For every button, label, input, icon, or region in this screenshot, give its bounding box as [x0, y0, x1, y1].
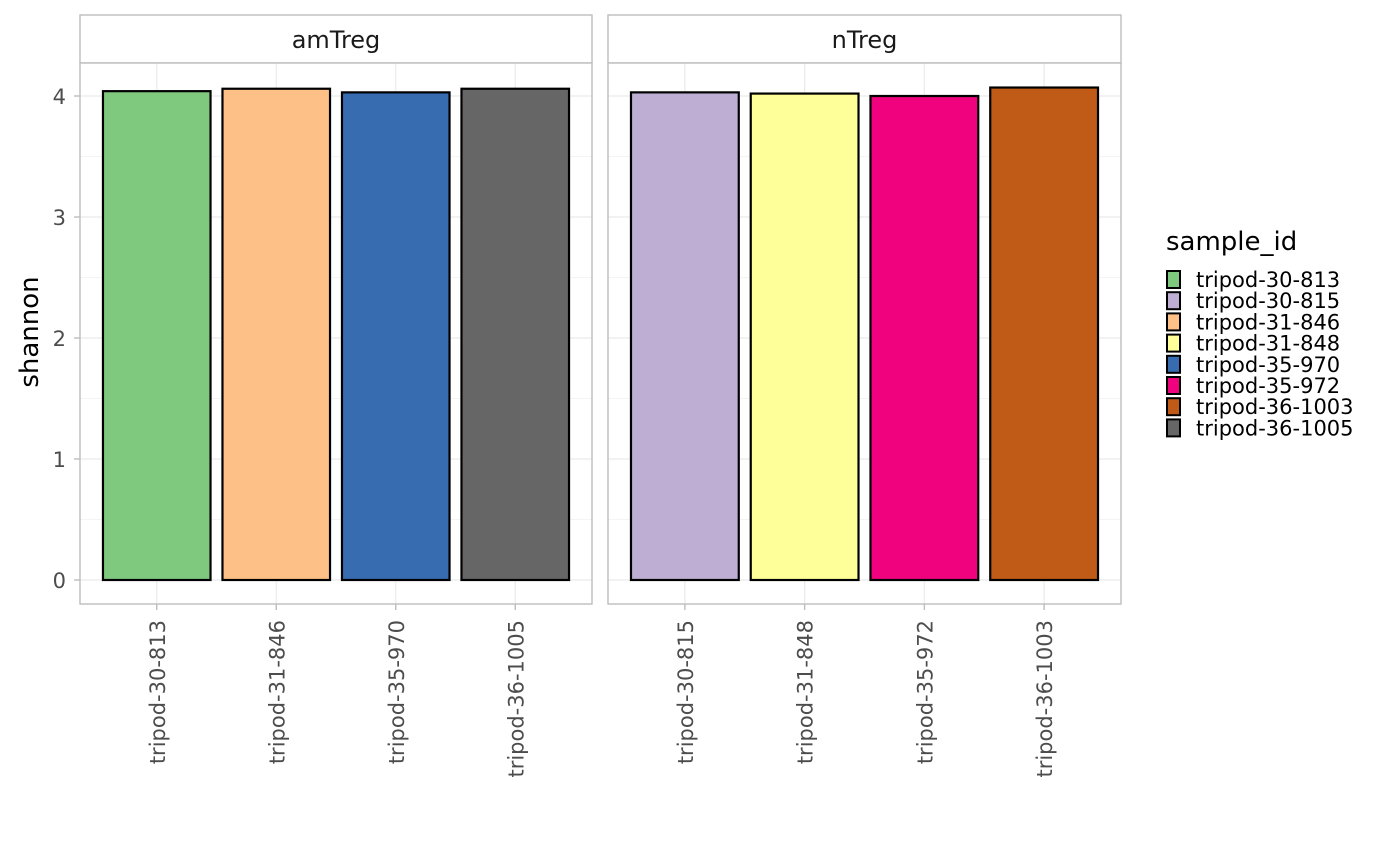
legend-items: tripod-30-813tripod-30-815tripod-31-846t…: [1166, 268, 1354, 440]
legend-key: [1166, 397, 1181, 417]
legend-item: tripod-30-813: [1166, 268, 1340, 292]
legend-title: sample_id: [1166, 227, 1297, 257]
panel-border: [607, 62, 1122, 605]
legend-label: tripod-31-848: [1196, 332, 1340, 356]
x-tick-label: tripod-36-1005: [504, 620, 528, 778]
x-tick-label: tripod-30-813: [146, 620, 170, 764]
y-axis-title: shannon: [15, 276, 45, 387]
facet-panel-nTreg: nTreg tripod-30-815 tripod-31-848 tripod-35…: [607, 14, 1122, 778]
y-tick-label: 2: [53, 327, 66, 351]
legend-key: [1166, 270, 1181, 289]
bar-tripod-35-972: [869, 94, 980, 582]
legend-label: tripod-35-970: [1196, 353, 1340, 377]
legend-key: [1166, 354, 1181, 374]
facet-panels: amTreg tripod-30-813 tripod-31-846 tripod-3…: [79, 14, 1122, 778]
bar-tripod-30-813: [101, 90, 212, 582]
y-axis: 0 1 2 3 4: [53, 85, 80, 593]
legend-label: tripod-30-815: [1196, 289, 1340, 313]
legend-label: tripod-36-1005: [1196, 416, 1354, 440]
legend-label: tripod-30-813: [1196, 268, 1340, 292]
legend-item: tripod-31-846: [1166, 310, 1340, 334]
x-tick-label: tripod-36-1003: [1033, 620, 1057, 778]
x-tick-label: tripod-31-846: [265, 620, 289, 764]
x-tick-label: tripod-35-972: [913, 620, 937, 764]
legend-key: [1166, 418, 1181, 438]
legend-label: tripod-31-846: [1196, 310, 1340, 334]
legend-key: [1166, 312, 1181, 332]
facet-strip-label: amTreg: [292, 26, 381, 54]
bar-tripod-31-846: [221, 87, 332, 582]
legend-key: [1166, 291, 1181, 311]
legend-item: tripod-35-970: [1166, 353, 1340, 377]
y-tick-label: 3: [53, 206, 66, 230]
bar-tripod-31-848: [749, 92, 860, 582]
facet-strip: [79, 14, 593, 64]
x-tick-label: tripod-30-815: [674, 620, 698, 764]
bar-tripod-35-970: [340, 91, 451, 582]
legend-label: tripod-35-972: [1196, 374, 1340, 398]
legend-item: tripod-36-1003: [1166, 395, 1354, 419]
x-tick-label: tripod-31-848: [794, 620, 818, 764]
facet-panel-amTreg: amTreg tripod-30-813 tripod-31-846 tripod-3…: [79, 14, 593, 778]
legend-item: tripod-36-1005: [1166, 416, 1354, 440]
legend: sample_id tripod-30-813tripod-30-815trip…: [1166, 227, 1354, 440]
legend-item: tripod-30-815: [1166, 289, 1340, 313]
legend-key: [1166, 333, 1181, 353]
panel-border: [79, 62, 593, 605]
y-tick-label: 4: [53, 85, 66, 109]
legend-item: tripod-31-848: [1166, 332, 1340, 356]
y-tick-label: 1: [53, 448, 66, 472]
y-tick-label: 0: [53, 569, 66, 593]
bar-tripod-30-815: [629, 91, 740, 582]
legend-label: tripod-36-1003: [1196, 395, 1354, 419]
bar-tripod-36-1005: [460, 87, 571, 582]
legend-item: tripod-35-972: [1166, 374, 1340, 398]
x-tick-label: tripod-35-970: [385, 620, 409, 764]
facet-strip: [607, 14, 1122, 64]
facet-strip-label: nTreg: [832, 26, 898, 54]
bar-tripod-36-1003: [989, 86, 1100, 582]
legend-key: [1166, 376, 1181, 395]
